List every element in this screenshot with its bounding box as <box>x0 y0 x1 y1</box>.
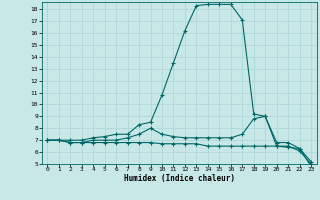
X-axis label: Humidex (Indice chaleur): Humidex (Indice chaleur) <box>124 174 235 183</box>
